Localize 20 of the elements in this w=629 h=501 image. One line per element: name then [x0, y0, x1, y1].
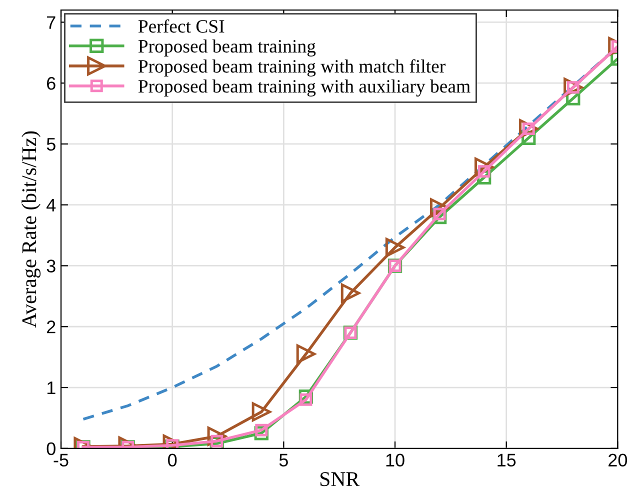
y-tick-label: 0 — [46, 442, 56, 456]
y-tick-label: 6 — [47, 77, 56, 90]
legend-label: Proposed beam training with auxiliary beam — [138, 79, 470, 97]
y-tick-label: 3 — [46, 260, 56, 272]
x-axis-title: SNR — [320, 472, 360, 486]
legend-label: Proposed beam training — [138, 39, 316, 56]
y-tick-label: 1 — [47, 382, 56, 394]
x-tick-label: 0 — [168, 454, 177, 467]
legend-label: Proposed beam training with match filter — [138, 59, 446, 77]
x-tick-label: 5 — [279, 454, 288, 467]
legend-label: Perfect CSI — [138, 19, 224, 33]
x-tick-label: 10 — [386, 454, 404, 467]
y-axis-title: Average Rate (bit/s/Hz) — [22, 131, 41, 328]
y-tick-label: 2 — [47, 320, 56, 334]
y-tick-label: 4 — [46, 198, 56, 212]
x-tick-label: 15 — [498, 454, 516, 467]
y-tick-label: 5 — [46, 138, 56, 151]
y-tick-label: 7 — [47, 16, 56, 29]
x-tick-label: 20 — [608, 454, 628, 467]
x-tick-label: -5 — [54, 454, 68, 467]
